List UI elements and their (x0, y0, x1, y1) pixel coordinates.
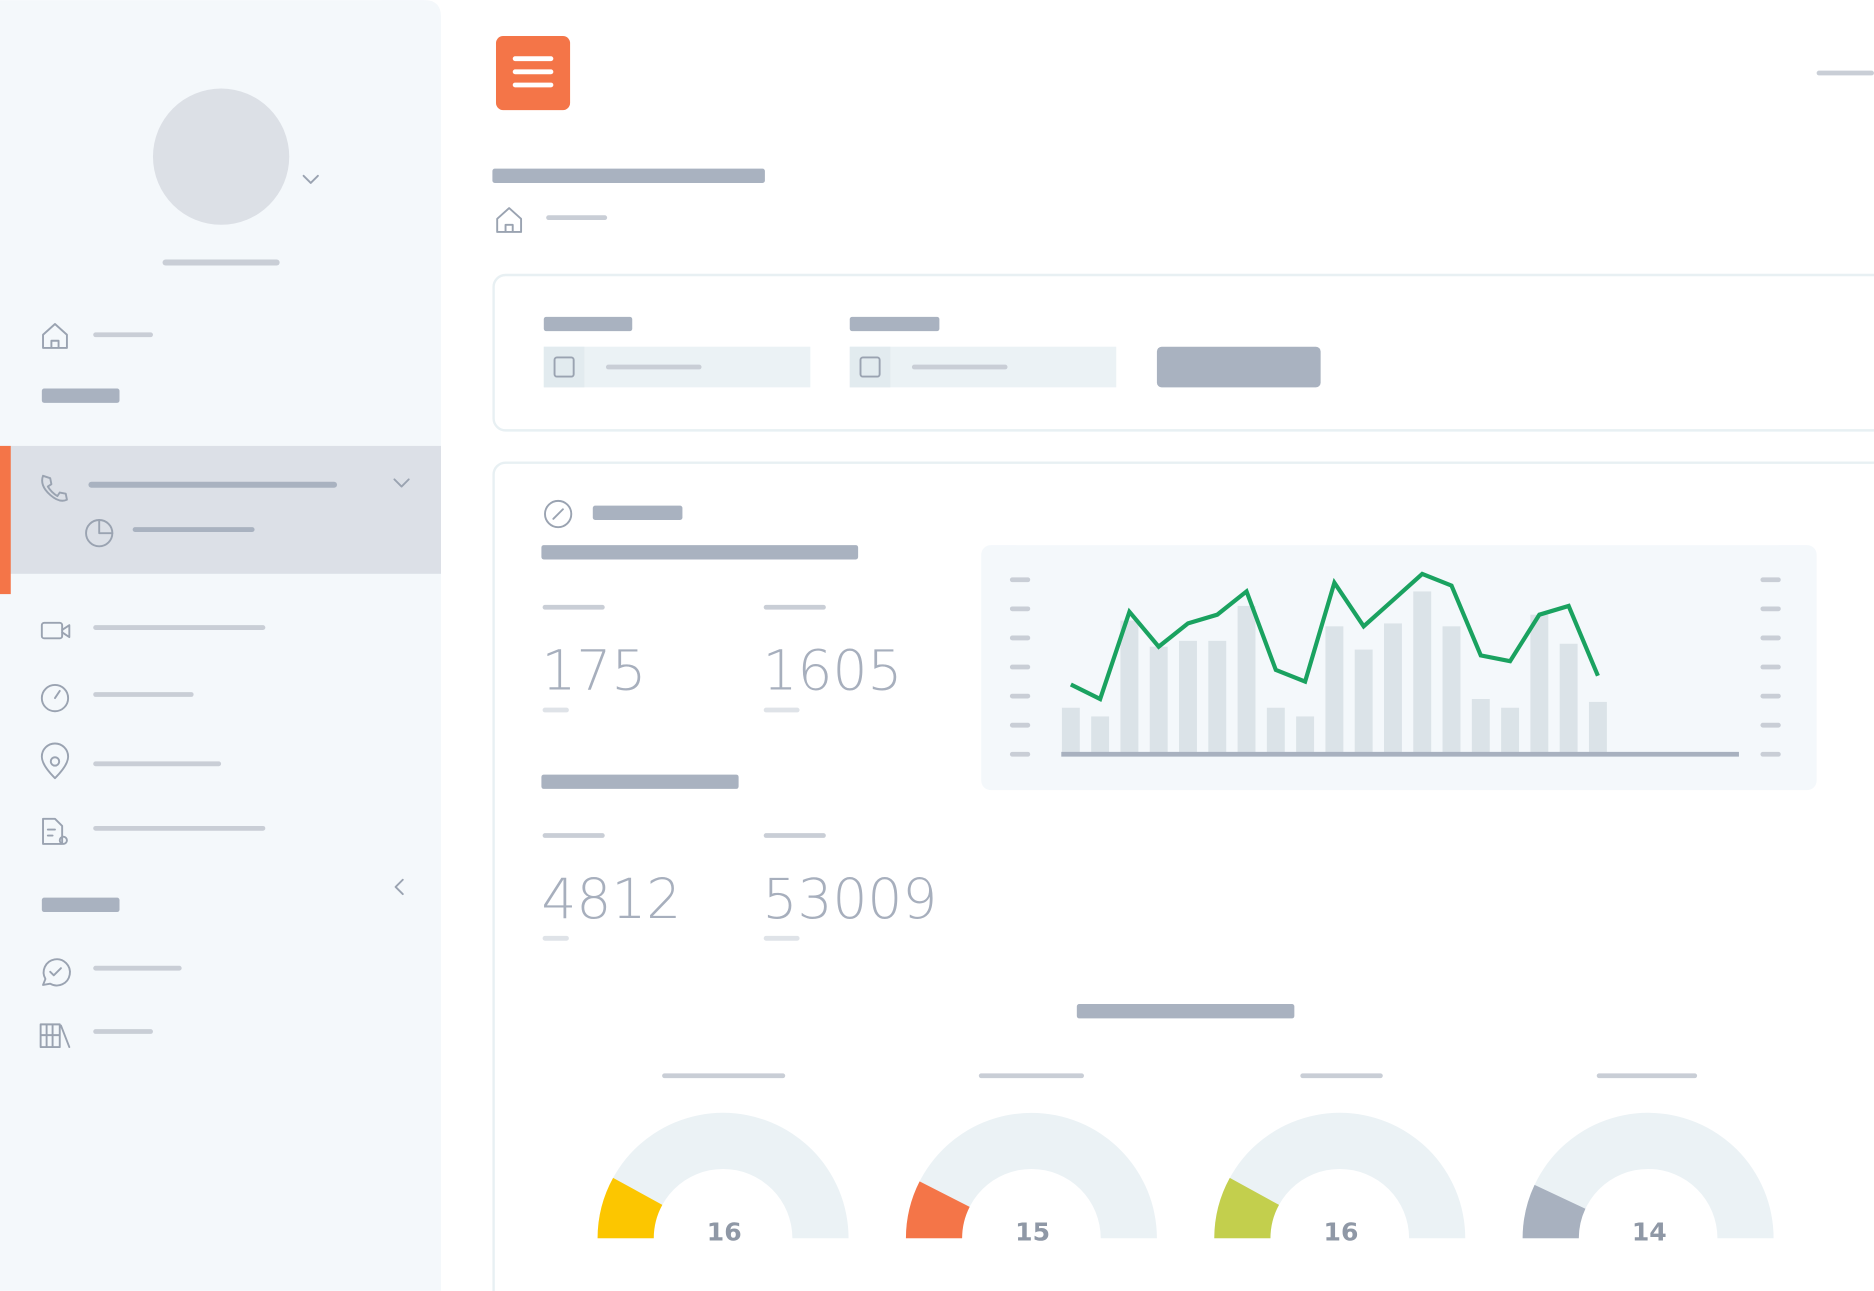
nav-location[interactable] (40, 742, 222, 780)
filter-card (492, 273, 1874, 432)
bar (1354, 649, 1373, 755)
gauge-value: 16 (707, 1218, 742, 1247)
stat-value: 53009 (763, 867, 938, 931)
gauge-value: 16 (1324, 1218, 1359, 1247)
gauge-fill (597, 1177, 663, 1239)
bar (1559, 643, 1578, 755)
sidebar (0, 0, 442, 1291)
submit-button[interactable] (1156, 346, 1321, 388)
nav-report[interactable] (42, 817, 266, 845)
gauge-value: 14 (1632, 1218, 1667, 1247)
nav-chat[interactable] (42, 958, 182, 987)
bar (1149, 646, 1168, 755)
bar (1120, 620, 1139, 755)
nav-library[interactable] (39, 1023, 153, 1049)
stat-value: 1605 (763, 639, 903, 703)
bar (1061, 707, 1080, 755)
gauge-track (1522, 1112, 1774, 1239)
bar (1208, 640, 1227, 755)
nav-calls-active[interactable] (0, 445, 442, 595)
nav-speed[interactable] (40, 683, 194, 713)
bar (1179, 640, 1197, 755)
bar (1237, 605, 1256, 755)
page-title-placeholder (492, 168, 765, 183)
avatar[interactable] (152, 88, 290, 225)
gauge-fill (1522, 1184, 1586, 1239)
bar (1530, 614, 1549, 755)
bar (1413, 591, 1432, 755)
bar (1296, 716, 1315, 755)
bar (1588, 701, 1607, 755)
gauge-fill (905, 1181, 970, 1239)
menu-button[interactable] (495, 35, 571, 111)
bar (1383, 623, 1402, 755)
breadcrumb[interactable] (496, 207, 608, 233)
gauge-value: 15 (1015, 1218, 1050, 1247)
bar (1471, 699, 1490, 755)
bar (1501, 707, 1520, 755)
nav-home[interactable] (42, 323, 153, 349)
nav-video[interactable] (40, 621, 266, 640)
line (1069, 571, 1600, 702)
top-right-placeholder (1816, 70, 1874, 76)
bar (1325, 626, 1344, 755)
gauge-fill (1214, 1177, 1280, 1239)
bar (1266, 707, 1285, 755)
bar (1091, 716, 1110, 755)
stat-value: 175 (541, 639, 646, 703)
stat-value: 4812 (541, 867, 681, 931)
bar (1442, 626, 1461, 755)
